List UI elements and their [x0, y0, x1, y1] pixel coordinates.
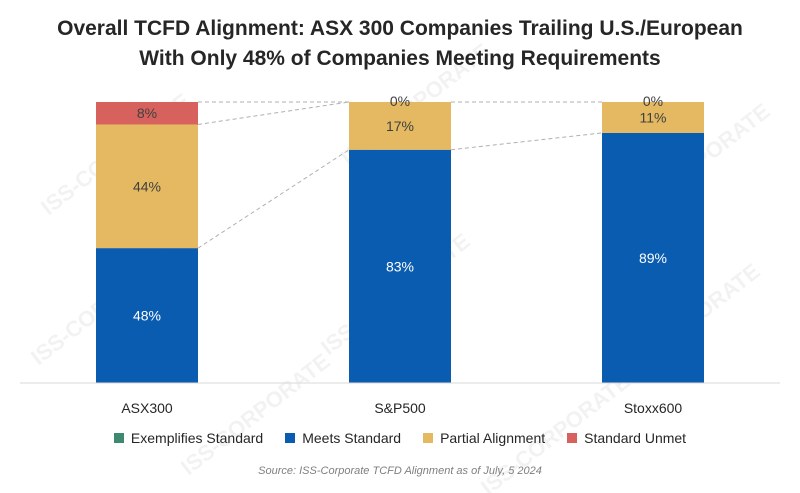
bar-s-p500-meets-standard [349, 149, 451, 383]
legend-item-meets-standard: Meets Standard [285, 430, 401, 446]
bar-asx300-standard-unmet [96, 102, 198, 125]
data-label-asx300-meets-standard: 48% [133, 308, 161, 324]
bar-s-p500-partial-alignment [349, 102, 451, 150]
connector-asx300-partial-alignment [197, 101, 350, 125]
chart-title: Overall TCFD Alignment: ASX 300 Companie… [0, 14, 800, 74]
legend-item-partial-alignment: Partial Alignment [423, 430, 545, 446]
chart-title-line-1: Overall TCFD Alignment: ASX 300 Companie… [57, 17, 743, 40]
category-label-stoxx600: Stoxx600 [624, 400, 683, 416]
bar-stoxx600-partial-alignment [602, 102, 704, 133]
data-label-s-p500-standard-unmet: 0% [390, 93, 410, 109]
data-label-s-p500-partial-alignment: 17% [386, 118, 414, 134]
connector-asx300-meets-standard [197, 149, 350, 249]
category-label-asx300: ASX300 [121, 400, 173, 416]
legend: Exemplifies Standard Meets Standard Partia… [0, 430, 800, 446]
legend-swatch [285, 433, 296, 443]
data-label-asx300-partial-alignment: 44% [133, 178, 161, 194]
legend-swatch [567, 433, 578, 443]
legend-swatch [423, 433, 434, 443]
label-layer: 48%44%8%ASX30083%17%0%S&P50089%11%0%Stox… [121, 93, 682, 416]
data-label-s-p500-meets-standard: 83% [386, 258, 414, 274]
data-label-stoxx600-partial-alignment: 11% [640, 109, 667, 125]
category-label-s-p500: S&P500 [374, 400, 426, 416]
legend-item-exemplifies-standard: Exemplifies Standard [113, 430, 264, 446]
data-label-asx300-standard-unmet: 8% [137, 105, 157, 121]
data-label-stoxx600-meets-standard: 89% [639, 250, 667, 266]
bar-layer [96, 102, 704, 383]
legend-label: Exemplifies Standard [130, 430, 264, 446]
watermark-text: ISS-CORPORATE [176, 348, 335, 480]
legend-label: Meets Standard [302, 430, 402, 446]
source-note: Source: ISS-Corporate TCFD Alignment as … [258, 465, 542, 477]
connector-layer [197, 101, 603, 249]
bar-stoxx600-meets-standard [602, 132, 704, 383]
connector-s-p500-meets-standard [450, 132, 603, 151]
legend-label: Standard Unmet [584, 430, 687, 446]
data-label-stoxx600-standard-unmet: 0% [643, 93, 663, 109]
bar-asx300-partial-alignment [96, 124, 198, 249]
bar-asx300-meets-standard [96, 248, 198, 383]
legend-item-standard-unmet: Standard Unmet [567, 430, 686, 446]
chart-title-line-2: With Only 48% of Companies Meeting Requi… [139, 47, 661, 70]
legend-label: Partial Alignment [440, 430, 546, 446]
legend-swatch [113, 433, 124, 443]
